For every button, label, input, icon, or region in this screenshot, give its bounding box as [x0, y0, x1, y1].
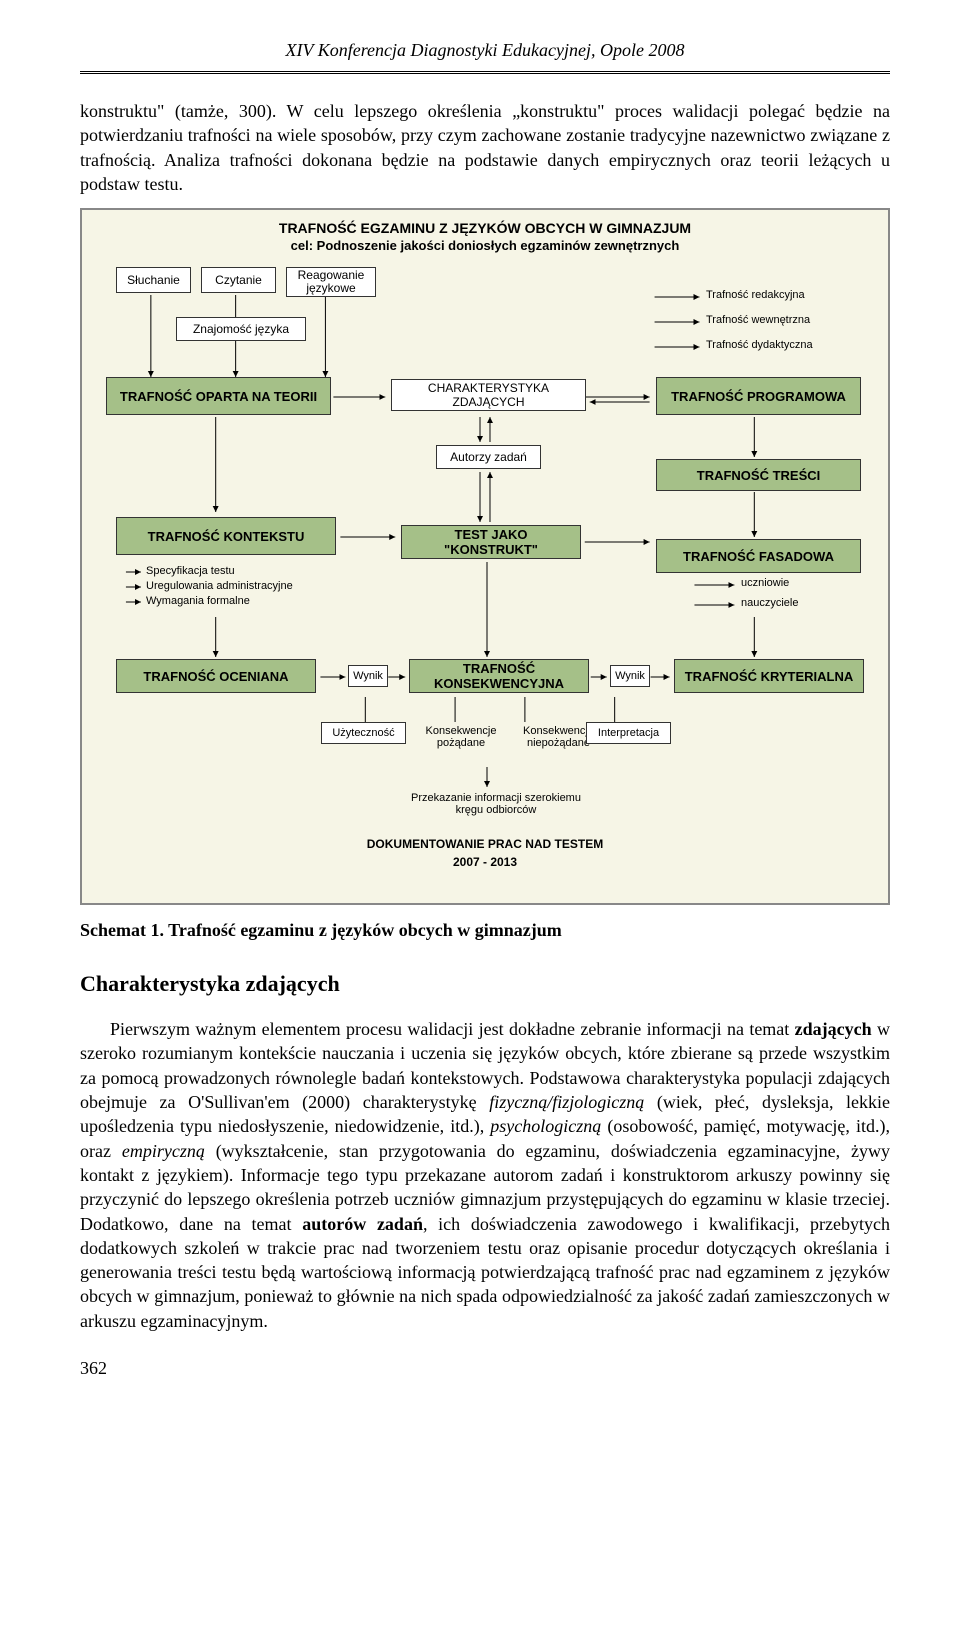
node-sluchanie: Słuchanie: [116, 267, 191, 293]
p2-a: Pierwszym ważnym elementem procesu walid…: [110, 1019, 795, 1039]
node-traf-red: Trafność redakcyjna: [706, 289, 805, 301]
node-kryterialna: TRAFNOŚĆ KRYTERIALNA: [674, 659, 864, 693]
diagram-frame: TRAFNOŚĆ EGZAMINU Z JĘZYKÓW OBCYCH W GIM…: [80, 208, 890, 905]
section-heading: Charakterystyka zdających: [80, 971, 890, 997]
node-tresci: TRAFNOŚĆ TREŚCI: [656, 459, 861, 491]
page-number: 362: [80, 1358, 890, 1379]
node-naucz: nauczyciele: [741, 597, 798, 609]
node-wynik1: Wynik: [348, 665, 388, 687]
diagram-area: Słuchanie Czytanie Reagowanie językowe Z…: [96, 267, 874, 887]
node-traf-wew: Trafność wewnętrzna: [706, 314, 810, 326]
diagram-subtitle: cel: Podnoszenie jakości doniosłych egza…: [96, 238, 874, 253]
node-uczn: uczniowie: [741, 577, 789, 589]
node-dokument: DOKUMENTOWANIE PRAC NAD TESTEM: [96, 837, 874, 851]
node-wym: Wymagania formalne: [146, 595, 250, 607]
node-przekazanie: Przekazanie informacji szerokiemu kręgu …: [396, 792, 596, 816]
node-kons-poz: Konsekwencje pożądane: [416, 725, 506, 749]
node-interpretacja: Interpretacja: [586, 722, 671, 744]
node-charakt: CHARAKTERYSTYKA ZDAJĄCYCH: [391, 379, 586, 411]
node-kontekstu: TRAFNOŚĆ KONTEKSTU: [116, 517, 336, 555]
node-spec: Specyfikacja testu: [146, 565, 235, 577]
node-traf-dyd: Trafność dydaktyczna: [706, 339, 813, 351]
p2-d: fizyczną/fizjologiczną: [489, 1092, 644, 1112]
node-lata: 2007 - 2013: [96, 855, 874, 869]
paragraph-1: konstruktu" (tamże, 300). W celu lepszeg…: [80, 99, 890, 196]
node-oparta: TRAFNOŚĆ OPARTA NA TEORII: [106, 377, 331, 415]
node-reagowanie: Reagowanie językowe: [286, 267, 376, 297]
p2-h: empiryczną: [122, 1141, 205, 1161]
node-uzytecznosc: Użyteczność: [321, 722, 406, 744]
diagram-caption: Schemat 1. Trafność egzaminu z języków o…: [80, 920, 890, 941]
node-oceniana: TRAFNOŚĆ OCENIANA: [116, 659, 316, 693]
paragraph-2: Pierwszym ważnym elementem procesu walid…: [80, 1017, 890, 1333]
node-ureg: Uregulowania administracyjne: [146, 580, 293, 592]
node-znajomosc: Znajomość języka: [176, 317, 306, 341]
node-czytanie: Czytanie: [201, 267, 276, 293]
node-fasadowa: TRAFNOŚĆ FASADOWA: [656, 539, 861, 573]
node-konstrukt: TEST JAKO "KONSTRUKT": [401, 525, 581, 559]
p2-b: zdających: [795, 1019, 872, 1039]
node-wynik2: Wynik: [610, 665, 650, 687]
node-konsekw: TRAFNOŚĆ KONSEKWENCYJNA: [409, 659, 589, 693]
node-autorzy: Autorzy zadań: [436, 445, 541, 469]
node-programowa: TRAFNOŚĆ PROGRAMOWA: [656, 377, 861, 415]
page-header: XIV Konferencja Diagnostyki Edukacyjnej,…: [80, 40, 890, 74]
p2-f: psychologiczną: [490, 1116, 601, 1136]
diagram-title: TRAFNOŚĆ EGZAMINU Z JĘZYKÓW OBCYCH W GIM…: [96, 220, 874, 236]
p2-j: autorów zadań: [302, 1214, 423, 1234]
